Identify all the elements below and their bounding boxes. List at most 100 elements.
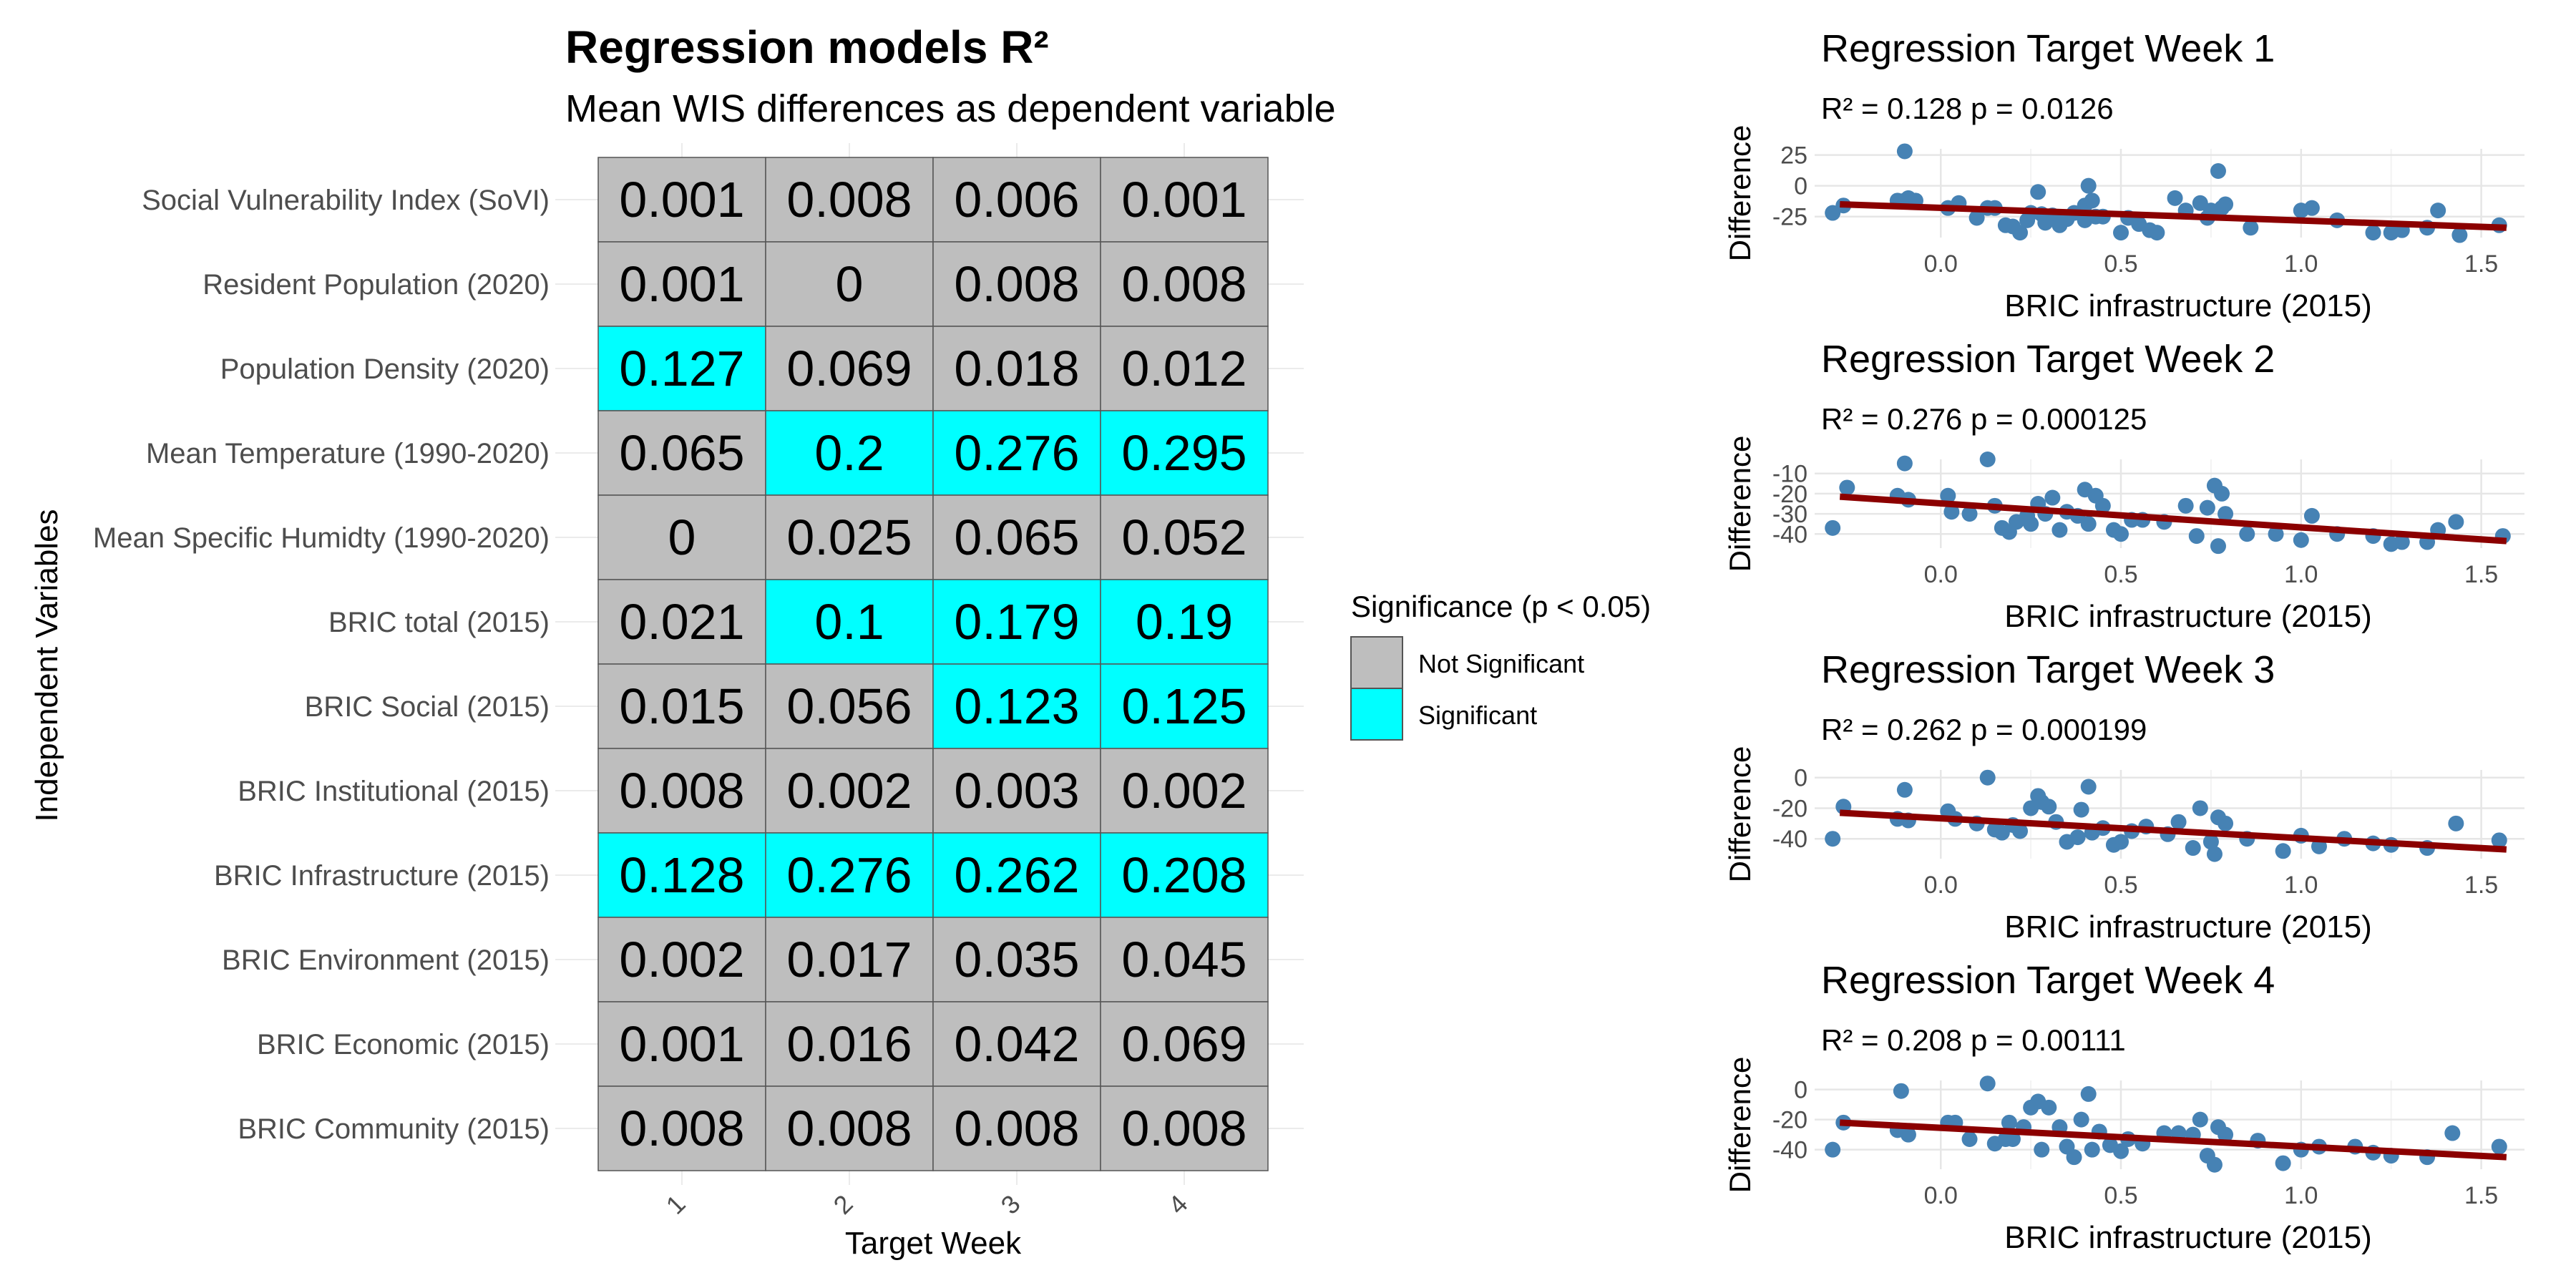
scatter-x-tick-label: 0.0 bbox=[1924, 1182, 1958, 1209]
scatter-y-tick-label: -20 bbox=[1772, 481, 1807, 508]
scatter-y-tick-label: -40 bbox=[1772, 521, 1807, 548]
scatter-point bbox=[1896, 143, 1913, 160]
scatter-point bbox=[2239, 526, 2255, 542]
scatter-point bbox=[2275, 843, 2291, 859]
heatmap-cell bbox=[932, 917, 1101, 1002]
heatmap-cell bbox=[932, 748, 1101, 834]
scatter-point bbox=[2185, 840, 2201, 857]
scatter-point bbox=[1961, 1131, 1978, 1147]
scatter-panel-week-2: Regression Target Week 2 R² = 0.276 p = 0… bbox=[1723, 338, 2524, 634]
heatmap-cell bbox=[932, 832, 1101, 918]
scatter-y-tick-label: -25 bbox=[1772, 204, 1807, 231]
heatmap-cell-value: 0.125 bbox=[1121, 678, 1246, 734]
heatmap-cell bbox=[1100, 832, 1269, 918]
scatter-point bbox=[2094, 497, 2111, 514]
scatter-point bbox=[2051, 522, 2068, 538]
scatter-title: Regression Target Week 3 bbox=[1821, 648, 2275, 691]
heatmap-panel: Regression models R² Mean WIS difference… bbox=[29, 21, 1336, 1261]
heatmap-cell bbox=[932, 494, 1101, 580]
heatmap-cell bbox=[597, 917, 766, 1002]
scatter-x-tick-label: 1.5 bbox=[2464, 561, 2498, 588]
heatmap-cell bbox=[765, 832, 934, 918]
heatmap-cell bbox=[765, 410, 934, 496]
scatter-y-tick-label: -40 bbox=[1772, 1137, 1807, 1164]
scatter-x-axis-title: BRIC infrastructure (2015) bbox=[2004, 909, 2372, 945]
scatter-title: Regression Target Week 2 bbox=[1821, 338, 2275, 381]
scatter-point bbox=[2192, 800, 2208, 816]
heatmap-row-label: BRIC Infrastructure (2015) bbox=[214, 860, 550, 892]
heatmap-cell-value: 0.069 bbox=[786, 341, 912, 396]
heatmap-cell bbox=[597, 579, 766, 665]
heatmap-cell bbox=[932, 410, 1101, 496]
scatter-point bbox=[1900, 1126, 1916, 1143]
scatter-x-tick-label: 1.5 bbox=[2464, 250, 2498, 278]
heatmap-row-label: BRIC total (2015) bbox=[328, 607, 550, 638]
scatter-point bbox=[2491, 1138, 2507, 1155]
heatmap-cell-value: 0.045 bbox=[1121, 932, 1246, 987]
scatter-x-tick-label: 0.5 bbox=[2104, 250, 2137, 278]
scatter-annotation: R² = 0.276 p = 0.000125 bbox=[1821, 402, 2147, 436]
scatter-y-tick-label: -20 bbox=[1772, 1107, 1807, 1134]
scatter-x-tick-label: 1.5 bbox=[2464, 1182, 2498, 1209]
scatter-point bbox=[2210, 163, 2226, 179]
heatmap-cell-value: 0 bbox=[836, 256, 864, 312]
heatmap-cell bbox=[932, 241, 1101, 327]
scatter-point bbox=[1979, 769, 1996, 786]
scatter-y-axis-title: Difference bbox=[1723, 436, 1757, 572]
heatmap-cell bbox=[597, 494, 766, 580]
heatmap-row-label: Resident Population (2020) bbox=[203, 269, 550, 301]
scatter-point bbox=[2149, 225, 2165, 241]
scatter-point bbox=[2113, 526, 2129, 542]
legend-swatch-not-significant bbox=[1350, 636, 1403, 689]
scatter-point bbox=[2113, 1143, 2129, 1159]
scatter-point bbox=[1825, 1141, 1841, 1158]
heatmap-row-label: BRIC Social (2015) bbox=[305, 691, 550, 723]
heatmap-cell bbox=[1100, 1001, 1269, 1087]
scatter-x-tick-label: 1.0 bbox=[2284, 250, 2318, 278]
scatter-point bbox=[1825, 831, 1841, 847]
scatter-point bbox=[2044, 489, 2061, 506]
scatter-x-tick-label: 0.0 bbox=[1924, 561, 1958, 588]
heatmap-cell bbox=[765, 917, 934, 1002]
scatter-point bbox=[2268, 526, 2284, 542]
scatter-point bbox=[2243, 220, 2259, 236]
legend-title: Significance (p < 0.05) bbox=[1351, 590, 1651, 623]
heatmap-cell-value: 0.008 bbox=[1121, 256, 1246, 312]
scatter-point bbox=[2365, 225, 2381, 241]
heatmap-cell-value: 0.123 bbox=[954, 678, 1079, 734]
scatter-y-axis-title: Difference bbox=[1723, 125, 1757, 262]
scatter-point bbox=[2034, 1141, 2050, 1158]
scatter-x-axis-title: BRIC infrastructure (2015) bbox=[2004, 288, 2372, 323]
scatter-point bbox=[2188, 528, 2205, 545]
heatmap-row-label: Mean Specific Humidty (1990-2020) bbox=[93, 522, 550, 554]
heatmap-row-label: BRIC Environment (2015) bbox=[222, 945, 550, 976]
heatmap-cell bbox=[765, 663, 934, 749]
heatmap-cell-value: 0.127 bbox=[619, 341, 744, 396]
scatter-point bbox=[1893, 1083, 1909, 1099]
scatter-title: Regression Target Week 1 bbox=[1821, 27, 2275, 70]
heatmap-cell bbox=[597, 748, 766, 834]
scatter-y-tick-label: -30 bbox=[1772, 501, 1807, 528]
heatmap-subtitle: Mean WIS differences as dependent variab… bbox=[565, 87, 1336, 130]
scatter-point bbox=[2218, 1126, 2234, 1143]
scatter-point bbox=[2218, 196, 2234, 213]
scatter-point bbox=[2202, 834, 2219, 850]
scatter-regression-line bbox=[1839, 493, 2507, 545]
scatter-point bbox=[2084, 1141, 2100, 1158]
heatmap-row-label: BRIC Institutional (2015) bbox=[238, 776, 550, 807]
heatmap-cell-value: 0.035 bbox=[954, 932, 1079, 987]
scatter-point bbox=[1940, 487, 1956, 504]
heatmap-cell bbox=[597, 1085, 766, 1171]
scatter-panel-week-4: Regression Target Week 4 R² = 0.208 p = 0… bbox=[1723, 959, 2524, 1255]
heatmap-cell bbox=[1100, 157, 1269, 243]
scatter-regression-line bbox=[1840, 809, 2507, 853]
heatmap-cell-value: 0.025 bbox=[786, 509, 912, 565]
scatter-y-tick-label: 25 bbox=[1780, 142, 1807, 170]
scatter-point bbox=[2206, 1156, 2223, 1173]
scatter-x-tick-label: 0.5 bbox=[2104, 561, 2137, 588]
heatmap-cell bbox=[765, 748, 934, 834]
legend-label-not-significant: Not Significant bbox=[1418, 649, 1584, 678]
heatmap-cell-value: 0.008 bbox=[786, 1101, 912, 1156]
scatter-point bbox=[2448, 815, 2464, 831]
